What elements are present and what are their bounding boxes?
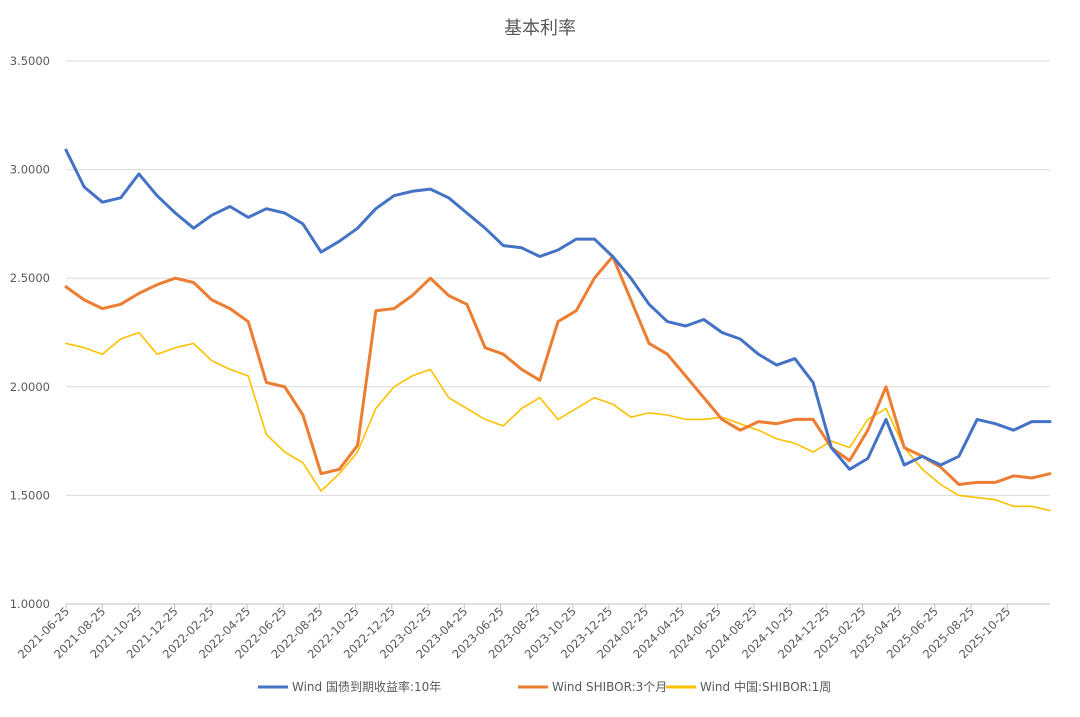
y-tick-label: 3.0000: [10, 163, 50, 177]
y-tick-label: 2.5000: [10, 271, 50, 285]
legend-label: Wind SHIBOR:3个月: [552, 680, 667, 694]
y-axis-tick-labels: 1.0000 1.5000 2.0000 2.5000 3.0000 3.5000: [10, 54, 50, 611]
legend: Wind 国债到期收益率:10年 Wind SHIBOR:3个月 Wind 中国:S…: [258, 679, 831, 694]
x-axis-tick-labels: 2021-06-252021-08-252021-10-252021-12-25…: [15, 604, 1013, 661]
series-line-1: [64, 255, 1052, 486]
series-lines: [64, 148, 1052, 512]
y-tick-label: 1.5000: [10, 488, 50, 502]
series-line-0: [64, 148, 1052, 471]
y-tick-label: 1.0000: [10, 597, 50, 611]
y-tick-label: 2.0000: [10, 380, 50, 394]
legend-label: Wind 中国:SHIBOR:1周: [700, 679, 831, 694]
series-line-2: [65, 331, 1051, 512]
legend-label: Wind 国债到期收益率:10年: [292, 679, 441, 694]
chart-title: 基本利率: [504, 18, 576, 39]
y-tick-label: 3.5000: [10, 54, 50, 68]
gridlines: [66, 60, 1050, 605]
